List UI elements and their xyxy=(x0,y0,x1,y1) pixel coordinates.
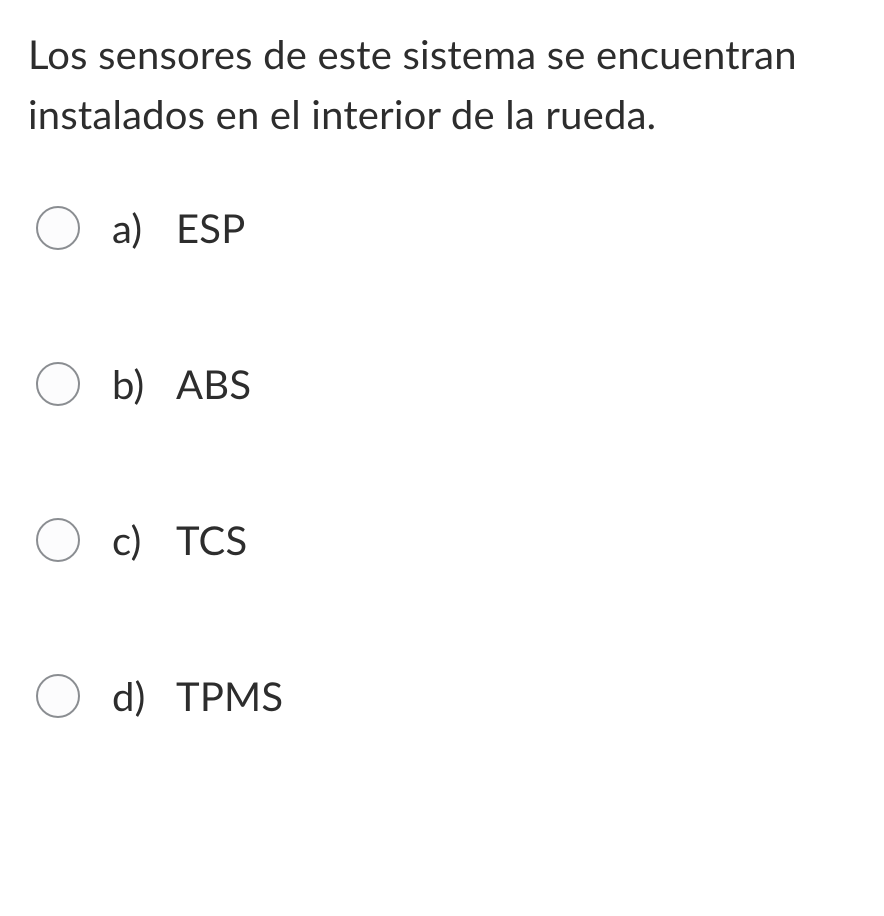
question-text: Los sensores de este sistema se encuentr… xyxy=(28,24,856,144)
option-b-label: b) ABS xyxy=(112,360,251,408)
option-b-letter: b) xyxy=(112,360,158,408)
option-d-letter: d) xyxy=(112,672,158,720)
option-c-text: TCS xyxy=(176,516,247,564)
option-d-text: TPMS xyxy=(176,672,283,720)
option-c-letter: c) xyxy=(112,516,158,564)
option-b[interactable]: b) ABS xyxy=(36,360,856,408)
option-a-letter: a) xyxy=(112,204,158,252)
option-a[interactable]: a) ESP xyxy=(36,204,856,252)
option-d[interactable]: d) TPMS xyxy=(36,672,856,720)
radio-c[interactable] xyxy=(36,518,80,562)
option-c[interactable]: c) TCS xyxy=(36,516,856,564)
option-c-label: c) TCS xyxy=(112,516,247,564)
radio-b[interactable] xyxy=(36,362,80,406)
options-list: a) ESP b) ABS c) TCS d) TPMS xyxy=(28,204,856,720)
option-b-text: ABS xyxy=(176,360,251,408)
option-d-label: d) TPMS xyxy=(112,672,283,720)
radio-d[interactable] xyxy=(36,674,80,718)
radio-a[interactable] xyxy=(36,206,80,250)
quiz-container: Los sensores de este sistema se encuentr… xyxy=(0,0,884,744)
option-a-text: ESP xyxy=(176,204,245,252)
option-a-label: a) ESP xyxy=(112,204,245,252)
